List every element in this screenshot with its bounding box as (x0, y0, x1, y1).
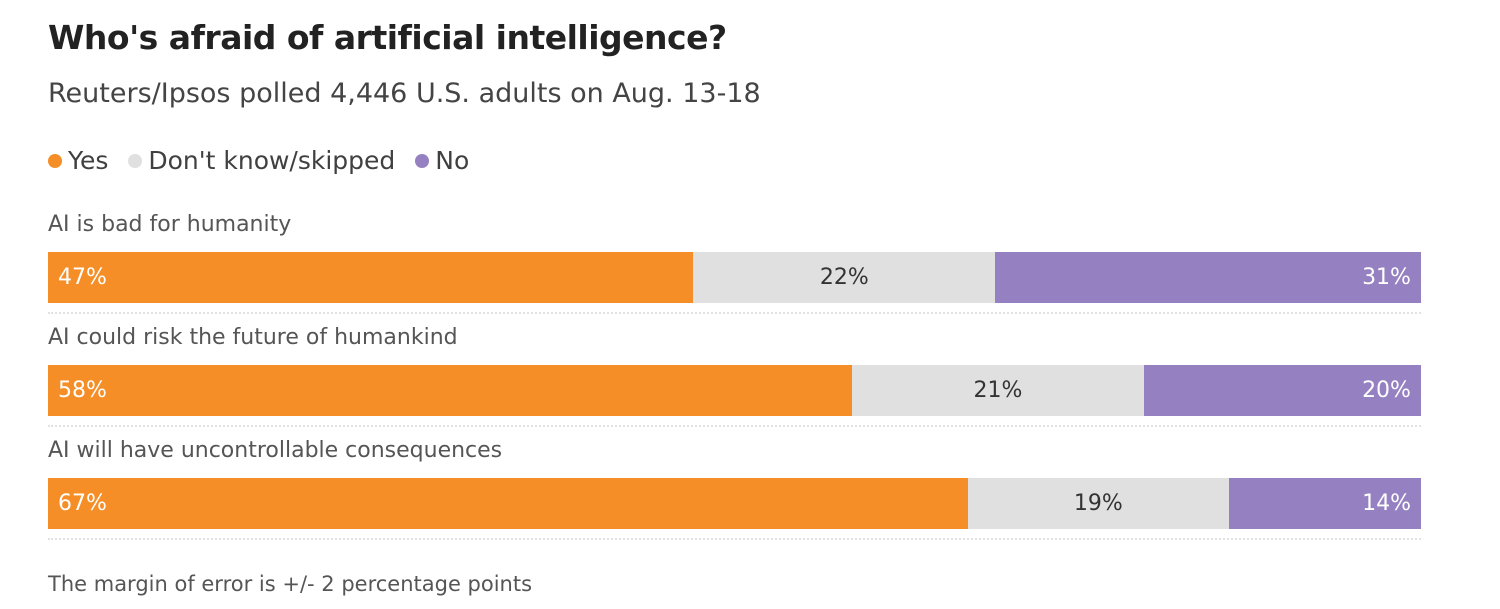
row-divider (48, 538, 1421, 540)
legend-item-no: No (415, 146, 469, 175)
legend-dot-yes (48, 153, 62, 168)
data-label-yes: 47% (58, 265, 107, 290)
stacked-bar: 47% 22% 31% (48, 252, 1421, 303)
data-label-no: 20% (1362, 378, 1411, 403)
legend-dot-dk (128, 153, 143, 168)
chart-row: AI will have uncontrollable consequences… (48, 436, 1421, 549)
bar-segment-dk: 22% (693, 252, 996, 303)
category-label: AI could risk the future of humankind (48, 325, 458, 350)
chart-title: Who's afraid of artificial intelligence? (48, 18, 727, 57)
bar-segment-dk: 19% (967, 478, 1229, 529)
bar-segment-no: 20% (1143, 365, 1421, 416)
chart-row: AI is bad for humanity 47% 22% 31% (48, 210, 1421, 323)
data-label-dk: 19% (1073, 491, 1123, 516)
bar-segment-dk: 21% (852, 365, 1144, 416)
legend-label-no: No (435, 146, 470, 175)
data-label-yes: 58% (58, 378, 107, 403)
data-label-yes: 67% (58, 491, 107, 516)
stacked-bar: 67% 19% 14% (48, 478, 1421, 529)
data-label-no: 31% (1362, 265, 1411, 290)
stacked-bar: 58% 21% 20% (48, 365, 1421, 416)
legend-item-yes: Yes (48, 146, 108, 175)
chart-rows: AI is bad for humanity 47% 22% 31% AI could … (48, 210, 1421, 549)
chart-row: AI could risk the future of humankind 58%… (48, 323, 1421, 436)
bar-segment-yes: 47% (48, 252, 694, 303)
legend-dot-no (415, 153, 430, 168)
category-label: AI will have uncontrollable consequences (48, 438, 503, 463)
legend: Yes Don't know/skipped No (48, 146, 469, 175)
bar-segment-no: 31% (995, 252, 1421, 303)
margin-of-error-note: The margin of error is +/- 2 percentage … (48, 572, 533, 596)
bar-segment-yes: 67% (48, 478, 968, 529)
row-divider (48, 425, 1421, 427)
bar-segment-no: 14% (1228, 478, 1421, 529)
data-label-dk: 22% (819, 265, 869, 290)
data-label-dk: 21% (973, 378, 1023, 403)
category-label: AI is bad for humanity (48, 212, 292, 237)
row-divider (48, 312, 1421, 314)
legend-label-yes: Yes (68, 146, 109, 175)
data-label-no: 14% (1362, 491, 1411, 516)
chart-subtitle: Reuters/Ipsos polled 4,446 U.S. adults o… (48, 78, 761, 109)
bar-segment-yes: 58% (48, 365, 853, 416)
legend-label-dk: Don't know/skipped (148, 146, 396, 175)
legend-item-dk: Don't know/skipped (128, 146, 395, 175)
